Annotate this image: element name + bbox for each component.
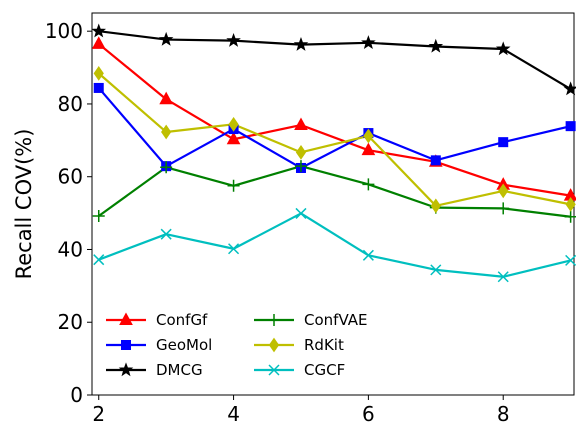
legend-label-confvae: ConfVAE <box>304 311 367 329</box>
legend-label-rdkit: RdKit <box>304 336 344 354</box>
data-point-dmcg <box>428 38 444 53</box>
data-point-geomol <box>565 121 576 132</box>
data-point-geomol <box>93 82 104 93</box>
data-point-dmcg <box>226 32 241 47</box>
y-axis-label: Recall COV(%) <box>12 129 36 280</box>
legend: ConfGf GeoMol DMCG ConfVAE RdKit CGCF <box>106 311 367 379</box>
data-point-cgcf <box>295 207 307 219</box>
data-point-confvae <box>92 210 105 223</box>
series-line-geomol <box>97 87 571 170</box>
data-point-confvae <box>362 178 375 191</box>
data-point-confgf <box>361 142 376 156</box>
data-point-cgcf <box>362 249 374 261</box>
data-point-confgf <box>91 36 106 49</box>
series-line-cgcf <box>98 212 571 278</box>
series-line-confgf <box>98 43 571 197</box>
legend-label-confgf: ConfGf <box>156 311 208 329</box>
legend-label-geomol: GeoMol <box>156 336 212 354</box>
series-lines <box>97 30 572 278</box>
series-line-dmcg <box>98 30 572 90</box>
legend-label-cgcf: CGCF <box>304 361 345 379</box>
data-point-geomol <box>498 137 509 148</box>
data-point-confgf <box>159 91 173 105</box>
legend-label-dmcg: DMCG <box>156 361 203 379</box>
data-point-dmcg <box>495 41 511 56</box>
series-line-rdkit <box>98 72 571 207</box>
data-point-confvae <box>227 179 240 192</box>
data-point-cgcf <box>497 271 509 283</box>
data-point-dmcg <box>361 35 376 50</box>
data-point-rdkit <box>363 128 374 144</box>
data-point-confvae <box>497 202 510 215</box>
data-point-confgf <box>294 117 308 131</box>
y-tick-label: 100 <box>45 19 83 43</box>
data-point-dmcg <box>158 31 174 46</box>
data-point-cgcf <box>565 254 576 266</box>
legend-marker-rdkit <box>268 337 280 353</box>
data-point-rdkit <box>161 124 172 140</box>
y-tick-label: 60 <box>58 165 83 189</box>
data-point-confvae <box>160 161 173 174</box>
y-tick-label: 20 <box>58 310 83 334</box>
x-tick-label: 4 <box>227 402 240 422</box>
series-line-confvae <box>98 165 571 218</box>
data-point-rdkit <box>430 198 441 214</box>
data-point-rdkit <box>228 116 239 132</box>
data-point-rdkit <box>295 144 307 160</box>
data-point-dmcg <box>91 23 107 38</box>
x-tick-label: 6 <box>362 402 375 422</box>
data-point-confvae <box>564 210 576 223</box>
data-point-rdkit <box>565 196 576 212</box>
legend-marker-cgcf <box>268 364 280 376</box>
legend-marker-confgf <box>119 312 133 325</box>
x-tick-label: 2 <box>92 402 105 422</box>
data-point-rdkit <box>93 66 104 81</box>
legend-marker-geomol <box>121 340 131 350</box>
y-tick-label: 0 <box>70 383 83 407</box>
data-point-geomol <box>430 155 441 166</box>
series-markers <box>91 23 576 283</box>
data-point-cgcf <box>228 243 240 255</box>
data-point-dmcg <box>293 36 309 51</box>
y-tick-label: 80 <box>58 92 83 116</box>
data-point-confgf <box>226 131 241 145</box>
data-point-rdkit <box>498 183 509 199</box>
data-point-cgcf <box>160 228 172 240</box>
x-tick-label: 8 <box>497 402 510 422</box>
y-tick-label: 40 <box>58 237 83 261</box>
legend-marker-dmcg <box>118 362 134 377</box>
data-point-cgcf <box>430 264 442 276</box>
data-point-dmcg <box>563 81 576 96</box>
data-point-cgcf <box>93 254 105 266</box>
data-point-confvae <box>294 160 307 173</box>
legend-marker-confvae <box>268 314 280 326</box>
